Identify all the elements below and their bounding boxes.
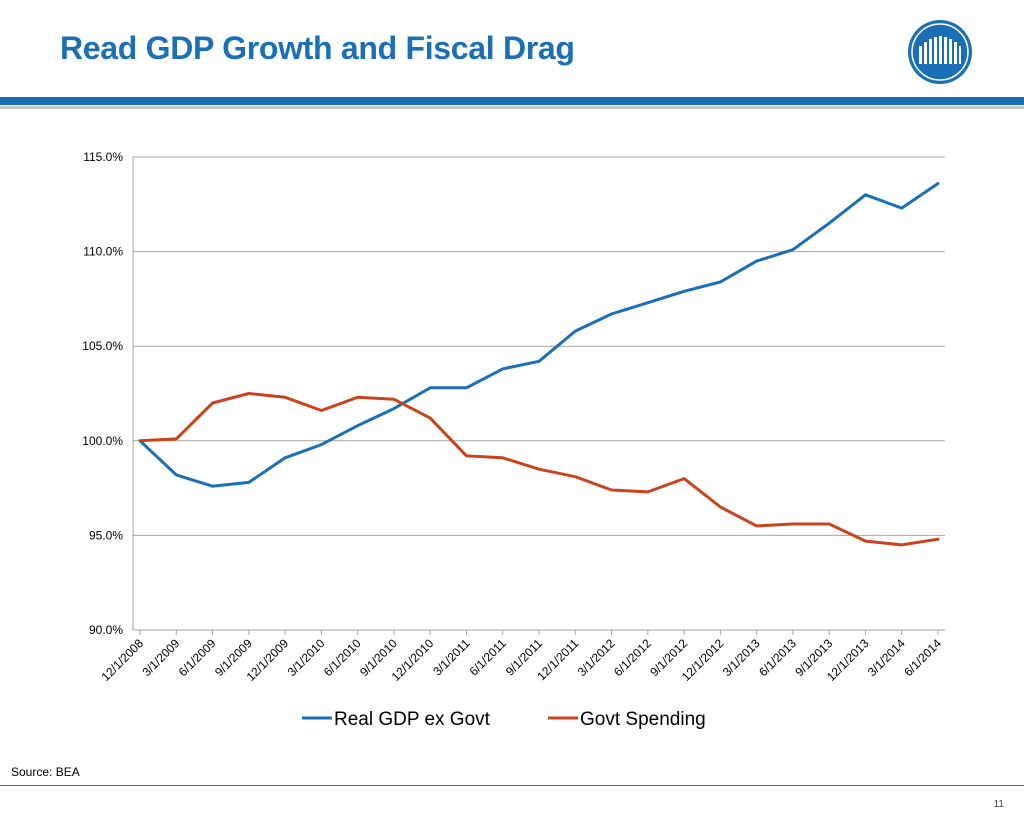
slide-title: Read GDP Growth and Fiscal Drag xyxy=(60,30,575,66)
y-tick-label: 115.0% xyxy=(83,150,123,164)
x-tick-label: 12/1/2008 xyxy=(98,636,146,684)
x-tick-label: 3/1/2011 xyxy=(430,636,473,679)
series-line-1 xyxy=(138,392,940,547)
page-number: 11 xyxy=(993,799,1004,810)
x-tick-label: 6/1/2011 xyxy=(467,636,510,679)
series-layer xyxy=(138,182,940,547)
x-tick-label: 6/1/2012 xyxy=(611,636,654,679)
header-divider-shadow xyxy=(0,106,1024,109)
series-line-0 xyxy=(138,182,940,488)
source-note: Source: BEA xyxy=(11,765,80,779)
y-tick-label: 100.0% xyxy=(82,434,123,448)
company-logo-icon xyxy=(908,20,972,84)
x-tick-label: 3/1/2009 xyxy=(139,636,182,679)
y-tick-label: 105.0% xyxy=(82,339,123,353)
axis-layer: 90.0% 95.0% 100.0% 105.0% 110.0% 115.0% 12/1/2… xyxy=(82,150,944,684)
y-tick-label: 95.0% xyxy=(89,528,123,542)
y-tick-label: 110.0% xyxy=(83,245,123,259)
x-tick-label: 3/1/2010 xyxy=(285,636,328,679)
x-tick-label: 6/1/2009 xyxy=(176,636,219,679)
x-tick-label: 6/1/2013 xyxy=(756,636,799,679)
legend-label: Govt Spending xyxy=(580,709,706,730)
y-tick-label: 90.0% xyxy=(89,623,123,637)
x-tick-label: 3/1/2013 xyxy=(720,636,763,679)
grid-layer xyxy=(133,156,945,631)
header-divider xyxy=(0,97,1024,105)
x-tick-label: 6/1/2010 xyxy=(321,636,364,679)
legend: Real GDP ex Govt Govt Spending xyxy=(302,709,706,730)
line-chart: 90.0% 95.0% 100.0% 105.0% 110.0% 115.0% 12/1/2… xyxy=(82,150,945,730)
x-tick-label: 3/1/2014 xyxy=(865,636,908,679)
x-tick-label: 6/1/2014 xyxy=(901,636,944,679)
x-tick-label: 3/1/2012 xyxy=(575,636,618,679)
legend-label: Real GDP ex Govt xyxy=(334,709,491,730)
footer-divider xyxy=(0,785,1024,786)
